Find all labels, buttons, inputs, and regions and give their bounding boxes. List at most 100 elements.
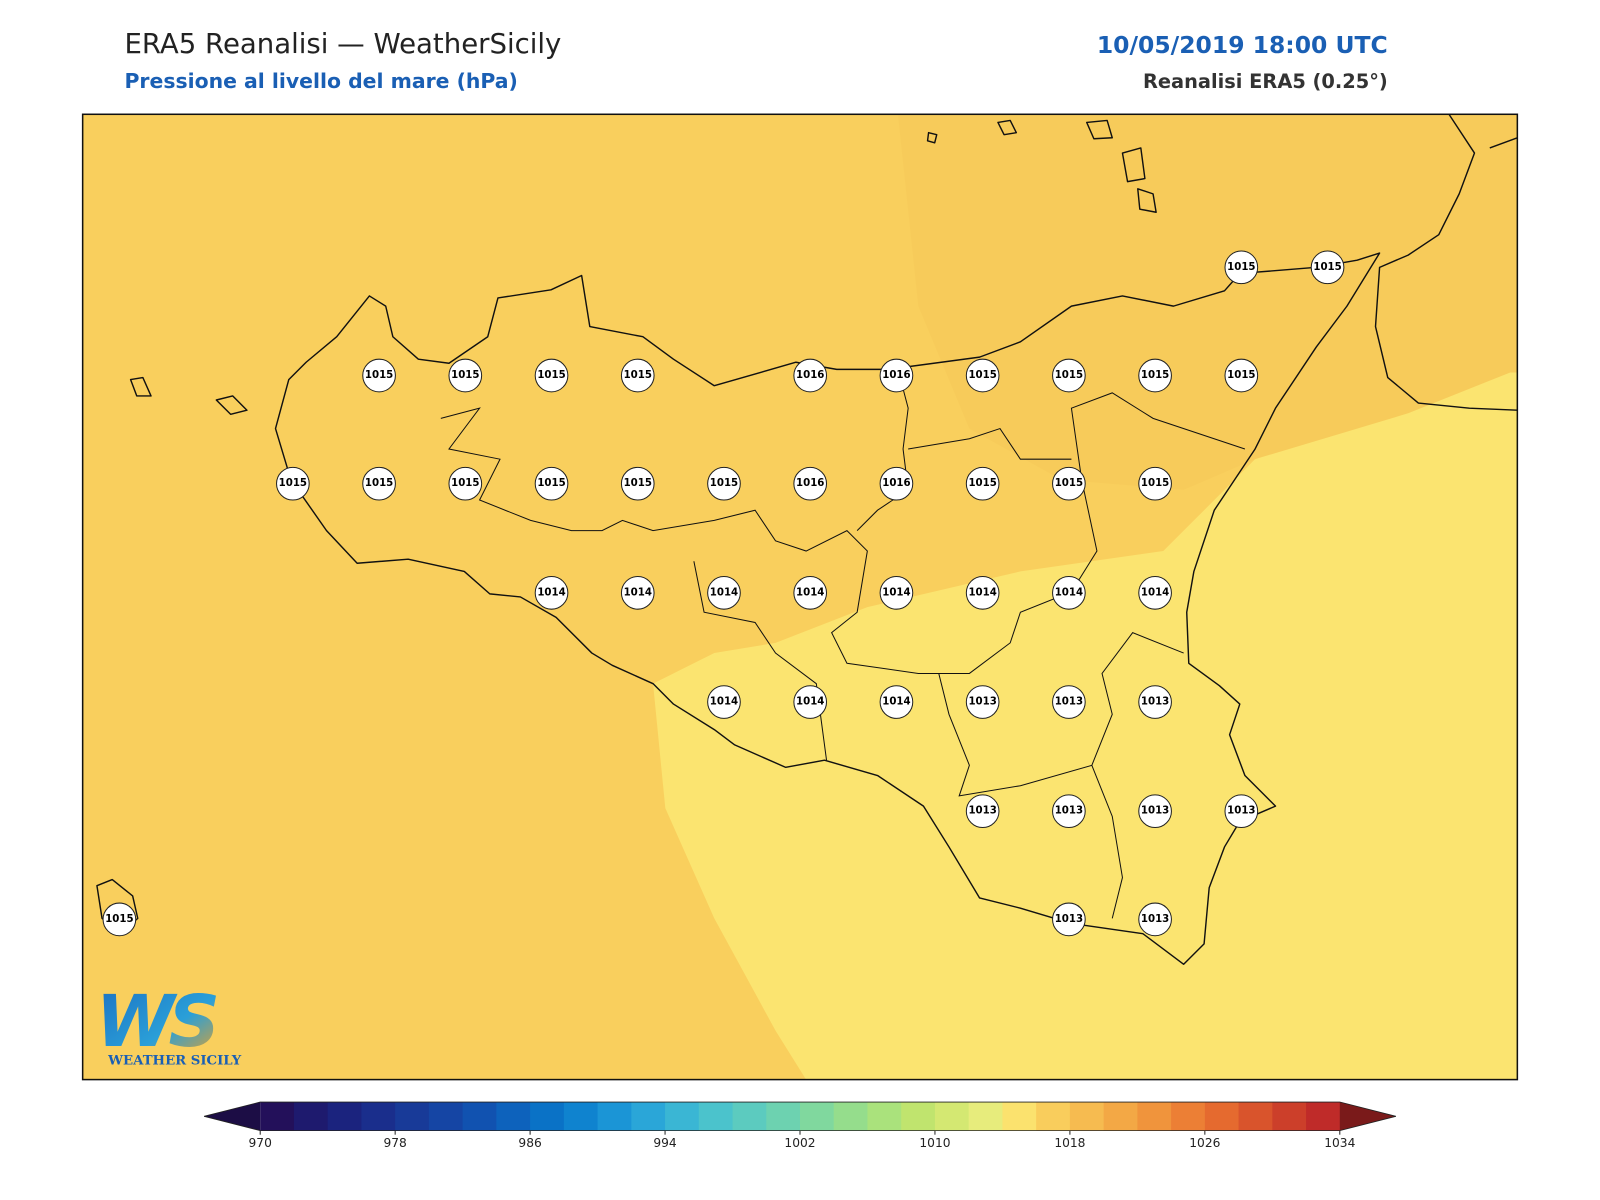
station-value: 1016 [796, 370, 824, 381]
province-borders [440, 392, 1246, 674]
station: 1013 [1052, 685, 1086, 719]
station-value: 1014 [537, 587, 565, 598]
colorbar-bin [530, 1102, 565, 1131]
station: 1015 [707, 466, 741, 501]
colorbar-bin [293, 1102, 329, 1131]
station-value: 1013 [968, 697, 996, 708]
station-marker [102, 902, 137, 937]
station-marker [965, 685, 1000, 719]
station-marker [1224, 358, 1259, 393]
station-marker [1052, 902, 1086, 937]
station: 1013 [1052, 794, 1086, 829]
station: 1015 [534, 466, 569, 501]
station: 1013 [1052, 902, 1086, 937]
station-marker [707, 685, 741, 719]
colorbar-bin [901, 1102, 936, 1131]
station-value: 1015 [968, 370, 996, 381]
date: 10/05/2019 18:00 UTC [1097, 31, 1388, 59]
station: 1015 [362, 358, 396, 393]
station-value: 1014 [968, 587, 996, 598]
station: 1015 [102, 902, 137, 937]
logo: WS WEATHER SICILY [96, 980, 242, 1068]
subtitle: Pressione al livello del mare (hPa) [124, 69, 517, 93]
station-value: 1014 [624, 587, 652, 598]
colorbar-bin [327, 1102, 362, 1131]
station-value: 1015 [1055, 370, 1083, 381]
station-value: 1014 [1141, 587, 1169, 598]
station: 1015 [448, 358, 483, 393]
station: 1013 [1224, 794, 1259, 829]
map: 1015 1015 1015 1015 1015 1015 1016 1016 1015 1015… [82, 114, 1518, 1080]
colorbar-tick-label: 1002 [784, 1136, 815, 1150]
station: 1015 [965, 466, 1000, 501]
station-marker [879, 466, 914, 501]
colorbar-tick-label: 1010 [919, 1136, 950, 1150]
station: 1014 [793, 576, 828, 610]
station: 1015 [448, 466, 483, 501]
field-low [653, 372, 1518, 1080]
colorbar-tick-label: 970 [249, 1136, 272, 1150]
colorbar-bin [462, 1102, 497, 1131]
title: ERA5 Reanalisi — WeatherSicily [124, 28, 561, 60]
colorbar-bin [428, 1102, 464, 1131]
station-marker [793, 576, 828, 610]
station-value: 1016 [796, 478, 824, 489]
colorbar-over [1339, 1102, 1396, 1131]
logo-mark: WS [96, 980, 217, 1063]
station-value: 1013 [1141, 806, 1169, 817]
station-value: 1015 [1141, 370, 1169, 381]
station: 1016 [879, 358, 914, 393]
station-value: 1015 [624, 370, 652, 381]
station: 1015 [1224, 358, 1259, 393]
coastline [274, 252, 1381, 965]
station-value: 1015 [624, 478, 652, 489]
station-value: 1015 [1227, 262, 1255, 273]
station-marker [965, 466, 1000, 501]
station-value: 1015 [1227, 370, 1255, 381]
station-marker [1224, 250, 1259, 285]
colorbar-tick-label: 1018 [1054, 1136, 1085, 1150]
station: 1013 [965, 685, 1000, 719]
colorbar: 970 978 986 994 1002 1010 1018 1026 1034 [203, 1101, 1397, 1150]
logo-name: WEATHER SICILY [107, 1053, 242, 1068]
station-value: 1016 [882, 370, 910, 381]
colorbar-bin [1103, 1102, 1138, 1131]
station: 1014 [793, 685, 828, 719]
station-marker [879, 358, 914, 393]
station-marker [1052, 358, 1086, 393]
station-value: 1016 [882, 478, 910, 489]
colorbar-under [204, 1102, 261, 1131]
station: 1015 [620, 466, 655, 501]
station: 1015 [1224, 250, 1259, 285]
station-marker [1138, 358, 1172, 393]
station-value: 1014 [710, 587, 738, 598]
station-marker [276, 466, 310, 501]
station-marker [1138, 466, 1172, 501]
station-marker [879, 685, 914, 719]
station: 1014 [707, 685, 741, 719]
station-marker [1052, 576, 1086, 610]
colorbar-bin [1272, 1102, 1307, 1131]
station-value: 1015 [105, 914, 133, 925]
station-value: 1013 [1141, 914, 1169, 925]
station-value: 1013 [1055, 697, 1083, 708]
colorbar-bin [1069, 1102, 1105, 1131]
station-marker [879, 576, 914, 610]
station: 1014 [879, 576, 914, 610]
colorbar-bin [260, 1102, 295, 1131]
field-higher [897, 114, 1518, 490]
station: 1014 [879, 685, 914, 719]
station-value: 1013 [968, 806, 996, 817]
colorbar-bin [665, 1102, 700, 1131]
station-value: 1015 [365, 370, 393, 381]
station: 1015 [1052, 466, 1086, 501]
station-marker [1138, 576, 1172, 610]
station-marker [1052, 466, 1086, 501]
station-marker [707, 466, 741, 501]
station: 1014 [965, 576, 1000, 610]
station-value: 1015 [279, 478, 307, 489]
station-marker [362, 358, 396, 393]
station-value: 1015 [365, 478, 393, 489]
station-marker [534, 358, 569, 393]
colorbar-tick-label: 1026 [1189, 1136, 1220, 1150]
